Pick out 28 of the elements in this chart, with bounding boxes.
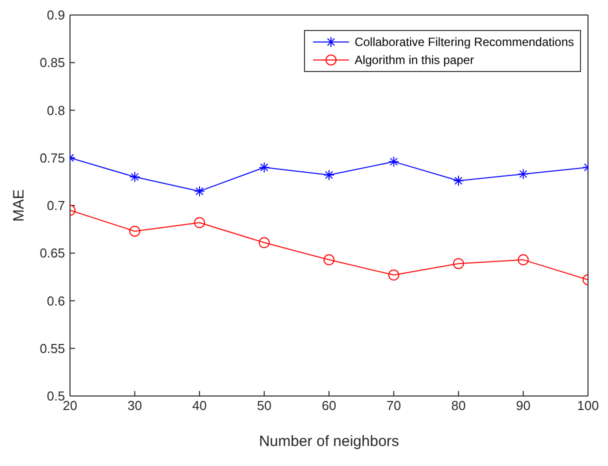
point: [258, 237, 270, 248]
point: [324, 254, 334, 266]
y-tick-label: 0.75: [40, 150, 65, 166]
point: [129, 226, 140, 237]
x-tick-label: 80: [451, 398, 466, 414]
y-tick-label: 0.9: [46, 8, 65, 23]
point: [388, 270, 400, 281]
y-tick-label: 0.5: [46, 388, 65, 404]
y-tick-label: 0.85: [40, 55, 65, 70]
point: [518, 254, 529, 266]
x-tick-label: 70: [386, 398, 401, 414]
x-tick-label: 40: [192, 398, 207, 414]
y-tick-label: 0.55: [40, 340, 65, 356]
y-tick-label: 0.6: [46, 293, 65, 308]
legend-label: Collaborative Filtering Recommendations: [354, 35, 574, 49]
x-tick-label: 100: [577, 398, 599, 414]
x-axis-title: Number of neighbors: [258, 433, 400, 450]
y-axis-title: MAE: [10, 189, 28, 222]
x-tick-label: 60: [322, 398, 336, 414]
y-tick-label: 0.8: [46, 102, 65, 118]
y-tick-label: 0.65: [40, 246, 65, 261]
y-tick-label: 0.7: [46, 198, 65, 214]
x-tick-label: 30: [128, 398, 142, 414]
legend-label: Algorithm in this paper: [354, 53, 474, 67]
x-tick-label: 90: [516, 398, 530, 414]
point: [194, 217, 205, 228]
point: [453, 258, 464, 270]
x-tick-label: 50: [257, 398, 272, 414]
